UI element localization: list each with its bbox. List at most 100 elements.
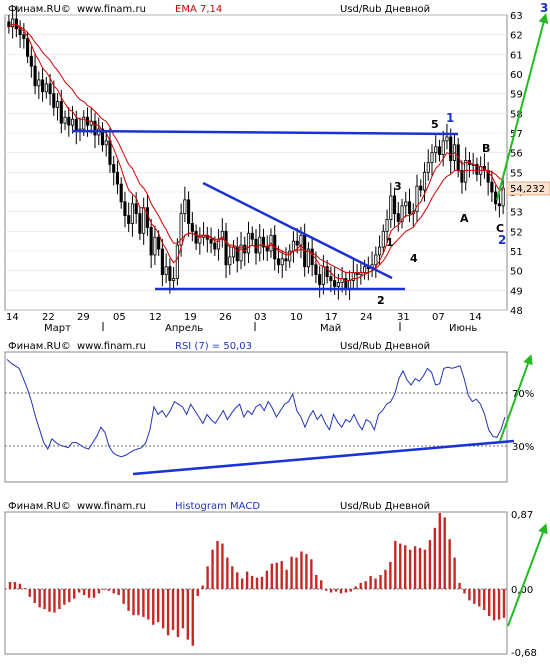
- candle-body: [194, 230, 198, 244]
- candle-body: [145, 207, 149, 228]
- macd-bar: [132, 589, 135, 616]
- candle-body: [422, 171, 427, 191]
- candle-body: [37, 79, 41, 87]
- x-label-29: 29: [77, 312, 90, 323]
- macd-bar: [320, 580, 323, 589]
- price-y-tick: 61: [510, 50, 523, 61]
- x-label-10: 10: [290, 312, 303, 323]
- macd-bar: [310, 559, 313, 589]
- rsi-tick-30: 30%: [512, 442, 534, 453]
- wave-label-2: 2: [377, 294, 385, 307]
- candle-body: [336, 282, 340, 287]
- price-y-tick: 49: [510, 286, 523, 297]
- macd-bar: [408, 549, 412, 589]
- rsi-indicator-label: RSI (7) = 50,03: [175, 341, 252, 352]
- wave-label-a: A: [460, 212, 469, 225]
- rsi-panel: Финам.RU© www.finam.ru RSI (7) = 50,03 U…: [4, 341, 534, 483]
- macd-bar: [68, 589, 71, 603]
- price-y-tick: 60: [510, 70, 523, 81]
- candle-body: [160, 248, 164, 276]
- price-indicator-label: EMA 7,14: [175, 4, 222, 15]
- macd-bar: [334, 589, 338, 592]
- candle-body: [108, 140, 112, 165]
- candle-body: [460, 169, 464, 183]
- candle-body: [168, 266, 172, 281]
- macd-bar: [38, 589, 41, 608]
- price-y-tick: 53: [510, 208, 523, 219]
- macd-bar: [166, 589, 170, 636]
- rsi-instrument: Usd/Rub Дневной: [340, 341, 430, 352]
- candle-body: [385, 219, 389, 232]
- candle-body: [209, 238, 213, 244]
- candle-body: [22, 34, 26, 40]
- candle-body: [404, 201, 408, 207]
- candle-body: [70, 118, 75, 126]
- candle-body: [363, 266, 367, 274]
- wave-label-1: 1: [386, 236, 394, 249]
- candle-body: [100, 128, 105, 146]
- x-label-07: 07: [432, 312, 445, 323]
- candle-body: [299, 234, 303, 246]
- candle-body: [419, 185, 423, 191]
- macd-bar: [502, 589, 506, 618]
- price-brand: Финам.RU©: [8, 4, 71, 15]
- macd-bar: [245, 571, 249, 589]
- macd-bar: [265, 570, 269, 589]
- price-site: www.finam.ru: [77, 4, 146, 15]
- macd-tick-bottom: -0,68: [511, 648, 537, 659]
- price-y-tick: 55: [510, 168, 523, 179]
- candle-body: [26, 38, 30, 57]
- candle-body: [224, 230, 228, 266]
- macd-bar: [315, 575, 318, 589]
- candle-body: [434, 146, 438, 154]
- macd-bar: [428, 540, 432, 589]
- candle-body: [392, 195, 397, 215]
- candle-body: [250, 232, 254, 240]
- macd-bar: [324, 589, 328, 591]
- macd-bar: [43, 589, 46, 610]
- candle-body: [497, 203, 501, 207]
- candle-body: [445, 136, 449, 142]
- candle-body: [190, 223, 194, 232]
- macd-bar: [112, 589, 115, 594]
- macd-bar: [216, 540, 219, 589]
- macd-bar: [87, 589, 91, 598]
- green-arrow-price: [496, 13, 549, 201]
- macd-bar: [201, 585, 204, 589]
- macd-bar: [33, 589, 36, 603]
- candle-body: [407, 201, 412, 215]
- macd-bar: [206, 566, 209, 589]
- candle-body: [374, 254, 378, 266]
- macd-bar: [142, 589, 145, 617]
- candle-body: [235, 246, 239, 262]
- macd-bar: [492, 589, 496, 621]
- month-separators: [102, 322, 401, 331]
- macd-bar: [236, 572, 239, 589]
- candle-body: [306, 248, 310, 268]
- price-badge: [506, 181, 550, 196]
- x-label-26: 26: [219, 312, 232, 323]
- macd-bar: [404, 545, 407, 589]
- rsi-tick-70: 70%: [512, 389, 534, 400]
- price-y-tick: 57: [510, 129, 523, 140]
- candle-body: [246, 232, 251, 254]
- wave-label-3: 3: [394, 180, 402, 193]
- x-label-14b: 14: [469, 312, 482, 323]
- candle-body: [104, 140, 108, 146]
- candle-body: [321, 266, 325, 285]
- candle-body: [378, 246, 382, 256]
- macd-bar: [379, 575, 382, 589]
- macd-bar: [260, 576, 264, 589]
- macd-bar: [53, 589, 56, 613]
- neckline-line: [71, 129, 459, 136]
- macd-bar: [161, 589, 165, 629]
- macd-bar: [344, 589, 348, 593]
- macd-bar: [300, 551, 303, 589]
- macd-bar: [107, 589, 110, 591]
- candle-body: [11, 18, 15, 28]
- price-y-tick: 51: [510, 247, 523, 258]
- candle-body: [314, 264, 318, 275]
- macd-brand: Финам.RU©: [8, 501, 71, 512]
- rsi-polyline: [6, 359, 506, 458]
- macd-bar: [171, 589, 175, 631]
